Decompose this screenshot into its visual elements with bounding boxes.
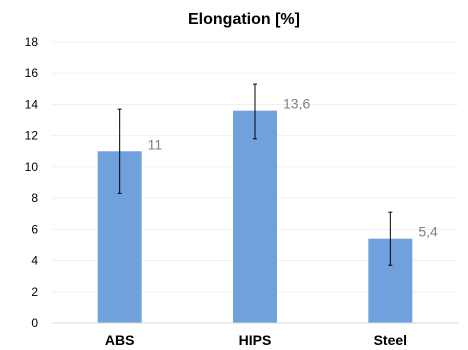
bars [97, 110, 413, 323]
y-tick-label: 8 [31, 191, 38, 205]
x-tick-label: Steel [374, 332, 407, 348]
y-tick-label: 0 [31, 316, 38, 330]
bar-hips [233, 110, 277, 323]
y-tick-label: 16 [25, 66, 39, 80]
x-axis-ticks: ABS HIPS Steel [105, 332, 407, 348]
y-axis-ticks: 0 2 4 6 8 10 12 14 16 18 [25, 35, 39, 330]
y-tick-label: 12 [25, 129, 39, 143]
y-tick-label: 10 [25, 160, 39, 174]
data-labels: 11 13,6 5,4 [148, 96, 438, 240]
y-tick-label: 4 [31, 254, 38, 268]
error-bars [117, 83, 393, 266]
chart-title: Elongation [%] [188, 11, 300, 28]
data-label: 5,4 [418, 224, 438, 240]
y-tick-label: 6 [31, 222, 38, 236]
x-tick-label: ABS [105, 332, 135, 348]
y-tick-label: 2 [31, 285, 38, 299]
data-label: 13,6 [283, 96, 310, 112]
data-label: 11 [148, 136, 163, 152]
y-tick-label: 18 [25, 35, 39, 49]
y-tick-label: 14 [25, 97, 39, 111]
x-tick-label: HIPS [239, 332, 272, 348]
